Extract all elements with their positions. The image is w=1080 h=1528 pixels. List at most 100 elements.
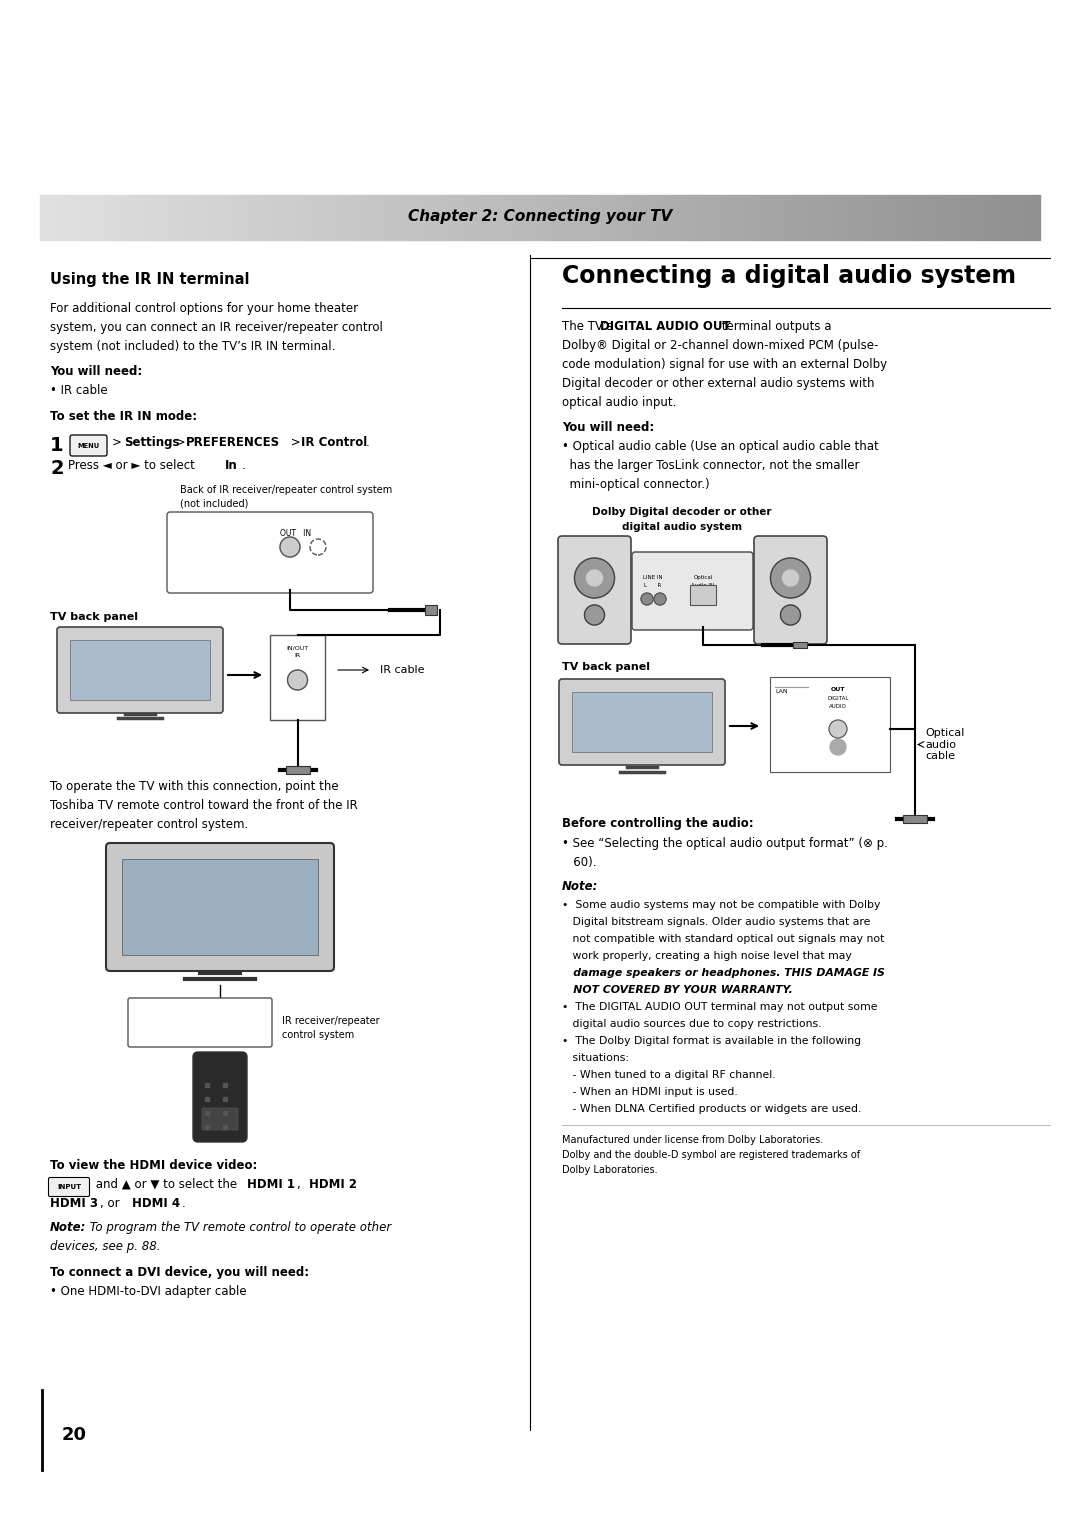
- Bar: [840, 196, 852, 240]
- Text: OUT   IN: OUT IN: [280, 529, 311, 538]
- Text: >: >: [172, 435, 189, 449]
- Bar: [340, 196, 352, 240]
- Text: mini-optical connector.): mini-optical connector.): [562, 478, 710, 490]
- Bar: [890, 196, 903, 240]
- Bar: [352, 196, 365, 240]
- FancyBboxPatch shape: [122, 859, 318, 955]
- Bar: [527, 196, 540, 240]
- Bar: [265, 196, 278, 240]
- Text: terminal outputs a: terminal outputs a: [718, 319, 832, 333]
- Bar: [1002, 196, 1015, 240]
- Text: Dolby® Digital or 2-channel down-mixed PCM (pulse-: Dolby® Digital or 2-channel down-mixed P…: [562, 339, 878, 351]
- Text: HDMI 3: HDMI 3: [50, 1196, 98, 1210]
- Bar: [677, 196, 690, 240]
- Bar: [852, 196, 865, 240]
- Bar: [615, 196, 627, 240]
- Bar: [327, 196, 340, 240]
- FancyBboxPatch shape: [270, 636, 325, 720]
- Circle shape: [575, 558, 615, 597]
- Text: Using the IR IN terminal: Using the IR IN terminal: [50, 272, 249, 287]
- Bar: [603, 196, 615, 240]
- Text: 2: 2: [50, 458, 64, 478]
- Text: IN/OUT: IN/OUT: [286, 645, 309, 649]
- Circle shape: [831, 740, 846, 755]
- Text: To view the HDMI device video:: To view the HDMI device video:: [50, 1160, 257, 1172]
- Bar: [765, 196, 778, 240]
- Text: Optical: Optical: [693, 575, 713, 581]
- Bar: [103, 196, 114, 240]
- Text: 1: 1: [50, 435, 64, 455]
- Bar: [291, 196, 302, 240]
- Text: .: .: [242, 458, 246, 472]
- FancyBboxPatch shape: [167, 512, 373, 593]
- Text: Audio IN: Audio IN: [691, 584, 715, 588]
- Bar: [253, 196, 265, 240]
- Text: >: >: [112, 435, 125, 449]
- Bar: [815, 196, 827, 240]
- Text: To program the TV remote control to operate other: To program the TV remote control to oper…: [86, 1221, 391, 1235]
- Text: TV back panel: TV back panel: [50, 613, 138, 622]
- Bar: [465, 196, 477, 240]
- FancyBboxPatch shape: [903, 814, 927, 824]
- Text: work properly, creating a high noise level that may: work properly, creating a high noise lev…: [562, 950, 852, 961]
- Text: 60).: 60).: [562, 856, 596, 869]
- Bar: [565, 196, 578, 240]
- Bar: [578, 196, 590, 240]
- Bar: [590, 196, 603, 240]
- FancyBboxPatch shape: [57, 626, 222, 714]
- Text: LAN: LAN: [775, 689, 787, 694]
- Bar: [690, 196, 702, 240]
- Circle shape: [654, 593, 666, 605]
- Bar: [715, 196, 728, 240]
- Bar: [40, 196, 53, 240]
- Bar: [302, 196, 315, 240]
- Circle shape: [781, 605, 800, 625]
- Text: IR: IR: [295, 652, 300, 659]
- Bar: [140, 196, 152, 240]
- Text: DIGITAL AUDIO OUT: DIGITAL AUDIO OUT: [600, 319, 731, 333]
- Text: - When tuned to a digital RF channel.: - When tuned to a digital RF channel.: [562, 1070, 775, 1080]
- Text: To set the IR IN mode:: To set the IR IN mode:: [50, 410, 198, 423]
- Text: .: .: [366, 435, 369, 449]
- FancyBboxPatch shape: [202, 1108, 238, 1131]
- Text: To connect a DVI device, you will need:: To connect a DVI device, you will need:: [50, 1267, 309, 1279]
- Bar: [90, 196, 103, 240]
- Bar: [440, 196, 453, 240]
- Text: Digital decoder or other external audio systems with: Digital decoder or other external audio …: [562, 377, 875, 390]
- Bar: [877, 196, 890, 240]
- Text: Settings: Settings: [124, 435, 179, 449]
- Text: • IR cable: • IR cable: [50, 384, 108, 397]
- Bar: [928, 196, 940, 240]
- Text: - When an HDMI input is used.: - When an HDMI input is used.: [562, 1086, 738, 1097]
- FancyBboxPatch shape: [690, 585, 716, 605]
- Text: •  Some audio systems may not be compatible with Dolby: • Some audio systems may not be compatib…: [562, 900, 880, 911]
- Bar: [1015, 196, 1027, 240]
- Bar: [114, 196, 127, 240]
- Text: Optical
audio
cable: Optical audio cable: [924, 727, 964, 761]
- Bar: [990, 196, 1002, 240]
- FancyBboxPatch shape: [193, 1051, 247, 1141]
- Text: not compatible with standard optical out signals may not: not compatible with standard optical out…: [562, 934, 885, 944]
- Bar: [940, 196, 953, 240]
- FancyBboxPatch shape: [572, 692, 712, 752]
- Circle shape: [586, 570, 603, 587]
- Text: Chapter 2: Connecting your TV: Chapter 2: Connecting your TV: [408, 209, 672, 225]
- Bar: [915, 196, 928, 240]
- Bar: [127, 196, 140, 240]
- Bar: [390, 196, 403, 240]
- Text: IR receiver/repeater: IR receiver/repeater: [282, 1016, 380, 1027]
- Bar: [702, 196, 715, 240]
- Text: HDMI 2: HDMI 2: [309, 1178, 357, 1190]
- Bar: [502, 196, 515, 240]
- Bar: [740, 196, 753, 240]
- Text: To operate the TV with this connection, point the: To operate the TV with this connection, …: [50, 779, 339, 793]
- Bar: [490, 196, 502, 240]
- Bar: [315, 196, 327, 240]
- FancyBboxPatch shape: [285, 766, 310, 775]
- Text: .: .: [183, 1196, 186, 1210]
- Bar: [403, 196, 415, 240]
- Bar: [65, 196, 78, 240]
- Text: HDMI 4: HDMI 4: [132, 1196, 180, 1210]
- Bar: [778, 196, 789, 240]
- Text: You will need:: You will need:: [562, 422, 654, 434]
